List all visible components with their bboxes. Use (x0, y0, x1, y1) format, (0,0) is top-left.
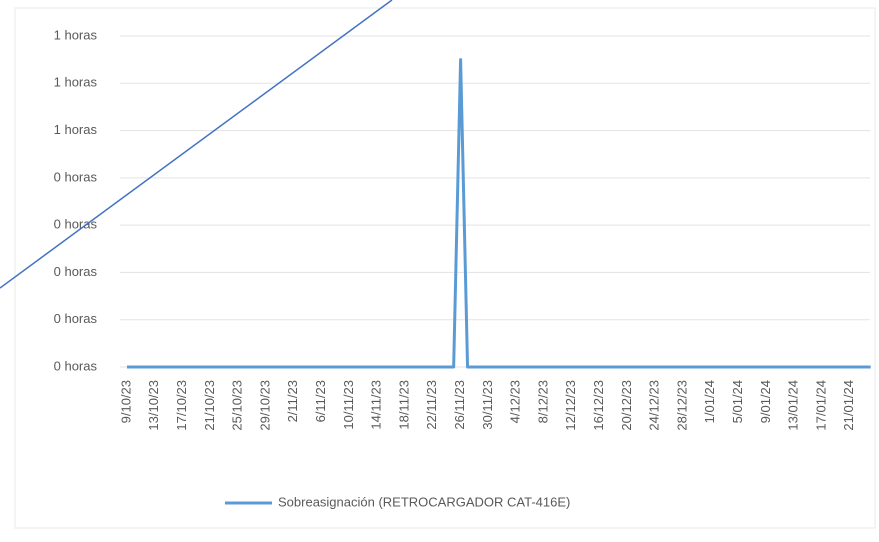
x-tick-label: 4/12/23 (508, 380, 523, 423)
legend-label: Sobreasignación (RETROCARGADOR CAT-416E) (278, 494, 570, 509)
decorative-line (0, 0, 393, 289)
y-tick-label: 0 horas (54, 217, 98, 232)
x-tick-label: 21/10/23 (202, 380, 217, 431)
x-tick-label: 17/01/24 (813, 380, 828, 431)
x-tick-label: 28/12/23 (674, 380, 689, 431)
x-tick-label: 30/11/23 (480, 380, 495, 430)
y-tick-label: 1 horas (54, 27, 98, 42)
x-tick-label: 16/12/23 (591, 380, 606, 431)
y-tick-label: 0 horas (54, 264, 98, 279)
y-tick-label: 0 horas (54, 311, 98, 326)
x-tick-label: 6/11/23 (313, 380, 328, 422)
x-tick-label: 8/12/23 (535, 380, 550, 423)
x-tick-label: 2/11/23 (285, 380, 300, 422)
plot-area: 0 horas 0 horas 0 horas 0 horas 0 horas 1 hor… (54, 27, 871, 509)
x-tick-label: 10/11/23 (341, 380, 356, 430)
x-tick-label: 9/10/23 (118, 380, 133, 423)
chart-frame (14, 7, 876, 529)
y-tick-label: 0 horas (54, 169, 98, 184)
x-tick-label: 13/10/23 (146, 380, 161, 431)
x-tick-label: 25/10/23 (230, 380, 245, 431)
x-tick-label: 9/01/24 (758, 380, 773, 423)
x-tick-label: 1/01/24 (702, 380, 717, 423)
x-tick-label: 21/01/24 (841, 380, 856, 431)
x-tick-label: 24/12/23 (647, 380, 662, 431)
y-tick-label: 1 horas (54, 122, 98, 137)
x-tick-label: 5/01/24 (730, 380, 745, 423)
x-tick-label: 18/11/23 (396, 380, 411, 430)
x-tick-label: 12/12/23 (563, 380, 578, 431)
x-tick-label: 14/11/23 (369, 380, 384, 430)
x-tick-label: 22/11/23 (424, 380, 439, 430)
x-tick-label: 13/01/24 (786, 380, 801, 431)
y-tick-label: 0 horas (54, 358, 98, 373)
data-line (127, 58, 871, 369)
x-tick-label: 20/12/23 (619, 380, 634, 431)
x-tick-label: 29/10/23 (257, 380, 272, 431)
x-tick-label: 26/11/23 (452, 380, 467, 430)
y-tick-label: 1 horas (54, 75, 98, 90)
x-tick-label: 17/10/23 (174, 380, 189, 431)
